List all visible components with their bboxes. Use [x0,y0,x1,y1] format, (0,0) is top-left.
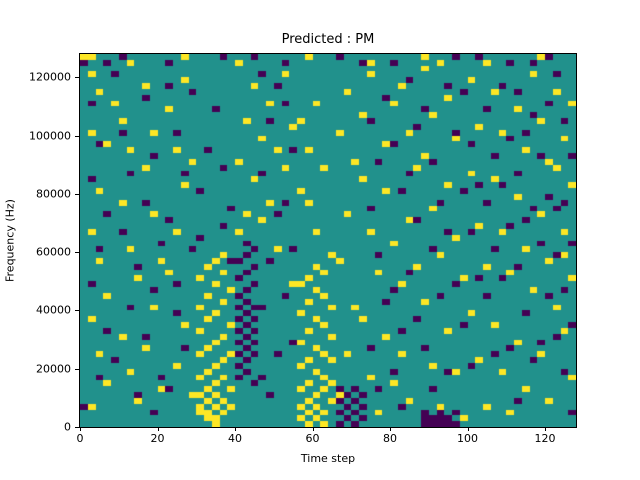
x-tick-mark [235,427,236,431]
x-tick-label: 100 [457,432,478,445]
y-tick-mark [75,368,79,370]
x-tick-mark [80,427,81,431]
x-tick-mark [157,427,159,431]
y-tick-mark [75,310,79,312]
y-tick-label: 120000 [29,70,71,84]
plot-area [79,53,577,428]
y-tick-label: 40000 [36,303,71,317]
x-tick-mark [545,427,546,431]
x-tick-mark [467,427,469,431]
y-tick-label: 0 [64,420,71,434]
y-tick-label: 20000 [36,362,71,376]
y-tick-mark [75,193,79,195]
y-axis-label: Frequency (Hz) [3,199,17,282]
x-tick-label: 40 [228,432,242,445]
plot-title: Predicted : PM [281,32,375,47]
y-tick-label: 80000 [36,187,71,201]
x-tick-label: 80 [383,432,397,445]
x-tick-mark [390,427,391,431]
y-tick-label: 60000 [36,245,71,259]
x-tick-mark [312,427,314,431]
y-tick-label: 100000 [29,129,71,143]
x-axis-label: Time step [300,452,356,465]
x-tick-label: 20 [150,432,165,445]
y-tick-mark [75,77,79,79]
y-tick-mark [75,252,79,254]
y-tick-mark [75,135,79,137]
heatmap-canvas [80,54,576,427]
y-tick-mark [75,427,79,428]
x-tick-label: 60 [305,432,320,445]
x-tick-label: 120 [534,432,556,445]
x-tick-label: 0 [76,432,84,445]
